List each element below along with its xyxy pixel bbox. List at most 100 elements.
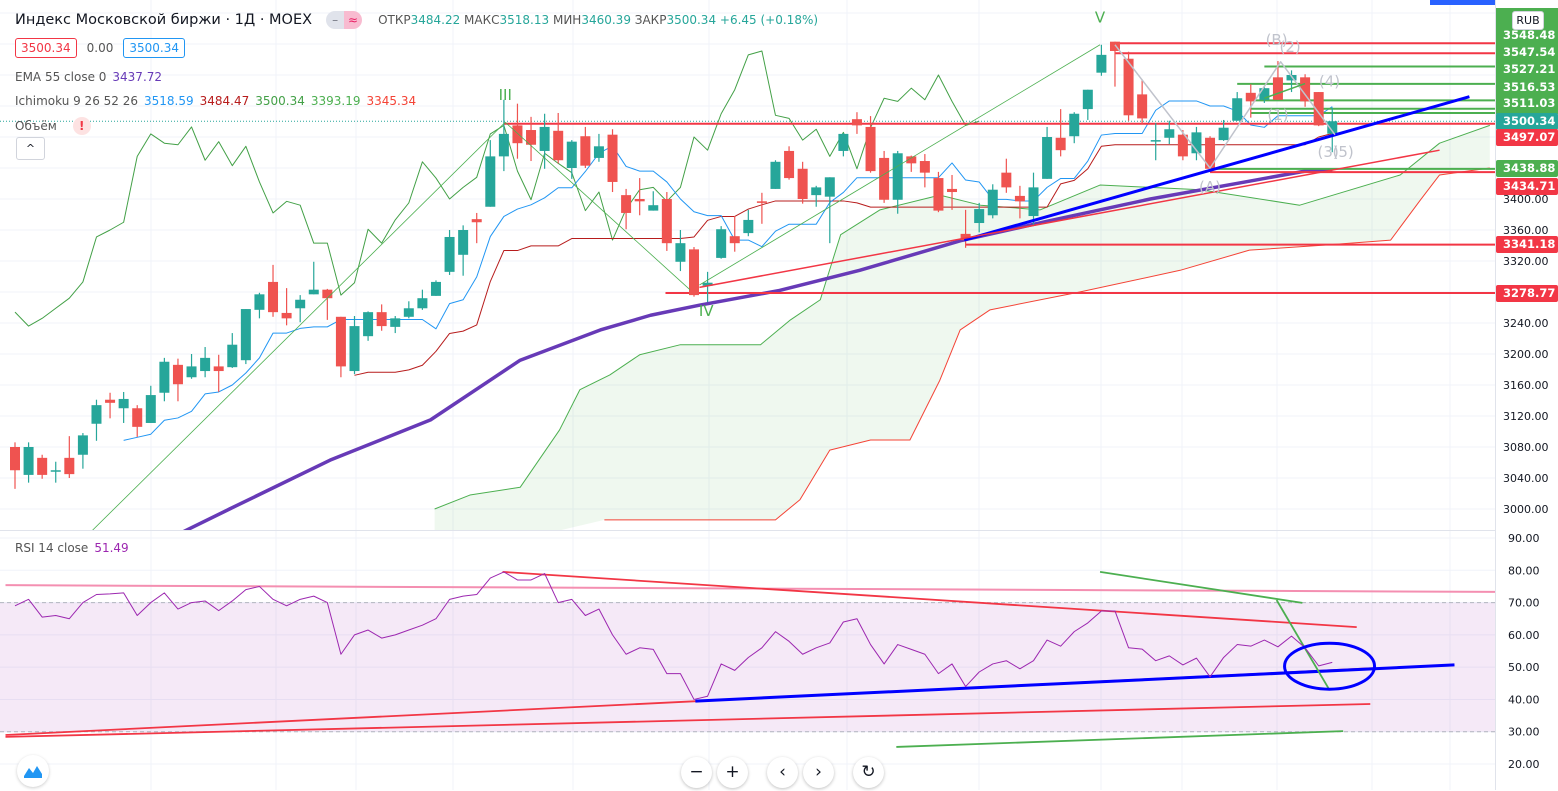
candle (512, 103, 523, 159)
ichimoku-tenkan-line (123, 100, 1333, 441)
candle (648, 191, 659, 211)
candle (390, 316, 401, 334)
zoom-in-button[interactable]: + (717, 757, 748, 788)
candle-body (1300, 77, 1311, 102)
candle (186, 354, 197, 379)
candle (933, 171, 944, 213)
candle (621, 188, 632, 230)
trendline (92, 121, 506, 530)
ichimoku-span-a-value: 3393.19 (310, 94, 361, 108)
candle (756, 192, 767, 224)
candle-body (1082, 89, 1093, 110)
price-tick-label: 3160.00 (1503, 379, 1549, 392)
price-tick-label: 3360.00 (1503, 224, 1549, 237)
candle-body (987, 189, 998, 216)
symbol-legend: Индекс Московской биржи · 1Д · MOEX – ≈ … (15, 11, 818, 29)
zoom-out-button[interactable]: − (681, 757, 712, 788)
price-tick-label: 3200.00 (1503, 348, 1549, 361)
candle (1232, 92, 1243, 121)
wave-label: V (1095, 8, 1106, 26)
candle-body (553, 130, 564, 161)
rsi-tick-label: 80.00 (1508, 564, 1540, 577)
ichimoku-legend[interactable]: Ichimoku 9 26 52 26 3518.59 3484.47 3500… (15, 94, 416, 108)
rsi-tick-label: 70.00 (1508, 597, 1540, 610)
volume-legend[interactable]: Объём ! (15, 117, 91, 135)
ichimoku-chikou-line (14, 50, 980, 327)
candle (10, 442, 20, 489)
candle-body (824, 177, 835, 197)
ichimoku-span-b-line (604, 167, 1490, 521)
candle (322, 288, 333, 320)
warning-icon[interactable]: ! (72, 117, 91, 135)
candle (1109, 41, 1120, 87)
candle (1300, 74, 1311, 107)
candle (118, 391, 129, 423)
candle-body (308, 289, 319, 295)
candle-body (77, 435, 88, 455)
candle (403, 301, 414, 319)
scroll-left-button[interactable]: ‹ (767, 757, 798, 788)
market-status-toggle[interactable]: – ≈ (326, 11, 363, 29)
candle-body (1096, 54, 1107, 73)
candle (1028, 172, 1039, 226)
candle (797, 161, 808, 204)
axis-price-label: 3500.34 (1496, 113, 1558, 130)
candle-body (50, 470, 61, 472)
trendline (1264, 82, 1306, 99)
candle-body (607, 134, 618, 182)
candle (1096, 44, 1107, 76)
candle-body (947, 188, 958, 193)
candle-body (621, 195, 632, 213)
candle-body (634, 199, 645, 202)
axis-label-bg (1496, 285, 1558, 302)
axis-label-bg (1496, 95, 1558, 112)
candle-body (756, 201, 767, 203)
axis-price-label: 3511.03 (1496, 95, 1558, 112)
candle (430, 280, 441, 296)
tradingview-logo[interactable] (17, 755, 49, 787)
candle (268, 264, 279, 317)
candle-body (716, 229, 727, 258)
axis-label-bg (1496, 160, 1558, 177)
rsi-pane (0, 571, 1495, 748)
wave-label: (2) (1280, 38, 1301, 56)
candle-body (1232, 98, 1243, 121)
axis-price-label: 3434.71 (1496, 178, 1558, 195)
candle-body (105, 399, 116, 403)
buy-button[interactable]: 3500.34 (123, 38, 185, 58)
trendline (699, 44, 1101, 286)
rsi-legend[interactable]: RSI 14 close 51.49 (15, 541, 129, 555)
sell-button[interactable]: 3500.34 (15, 38, 77, 58)
candle-body (390, 318, 401, 327)
reset-chart-button[interactable]: ↻ (853, 757, 884, 788)
candle-body (145, 395, 156, 423)
candle (526, 116, 537, 162)
currency-badge[interactable]: RUB (1512, 11, 1544, 30)
candle (308, 261, 319, 295)
symbol-title[interactable]: Индекс Московской биржи · 1Д · MOEX (15, 12, 313, 28)
candle (335, 316, 346, 378)
candle (702, 271, 713, 303)
candle-body (417, 298, 428, 309)
ema-legend[interactable]: EMA 55 close 0 3437.72 (15, 70, 162, 84)
candle-body (892, 153, 903, 200)
price-tick-label: 3240.00 (1503, 317, 1549, 330)
axis-label-text: 3341.18 (1503, 237, 1555, 251)
candle-body (363, 312, 374, 337)
candle (50, 461, 61, 483)
candle (295, 295, 306, 323)
candle-body (933, 178, 944, 211)
axis-label-text: 3527.21 (1503, 62, 1555, 76)
axis-price-label: 3438.88 (1496, 160, 1558, 177)
axis-label-text: 3278.77 (1503, 286, 1555, 300)
scroll-right-button[interactable]: › (803, 757, 834, 788)
axis-price-label: 3548.48 (1496, 27, 1558, 44)
candle-body (430, 281, 441, 296)
candle-body (281, 312, 292, 319)
ema-value: 3437.72 (112, 70, 163, 84)
candle-body (64, 457, 75, 475)
collapse-legend-button[interactable]: ^ (16, 137, 45, 160)
candle (634, 178, 645, 216)
candle (675, 230, 686, 272)
